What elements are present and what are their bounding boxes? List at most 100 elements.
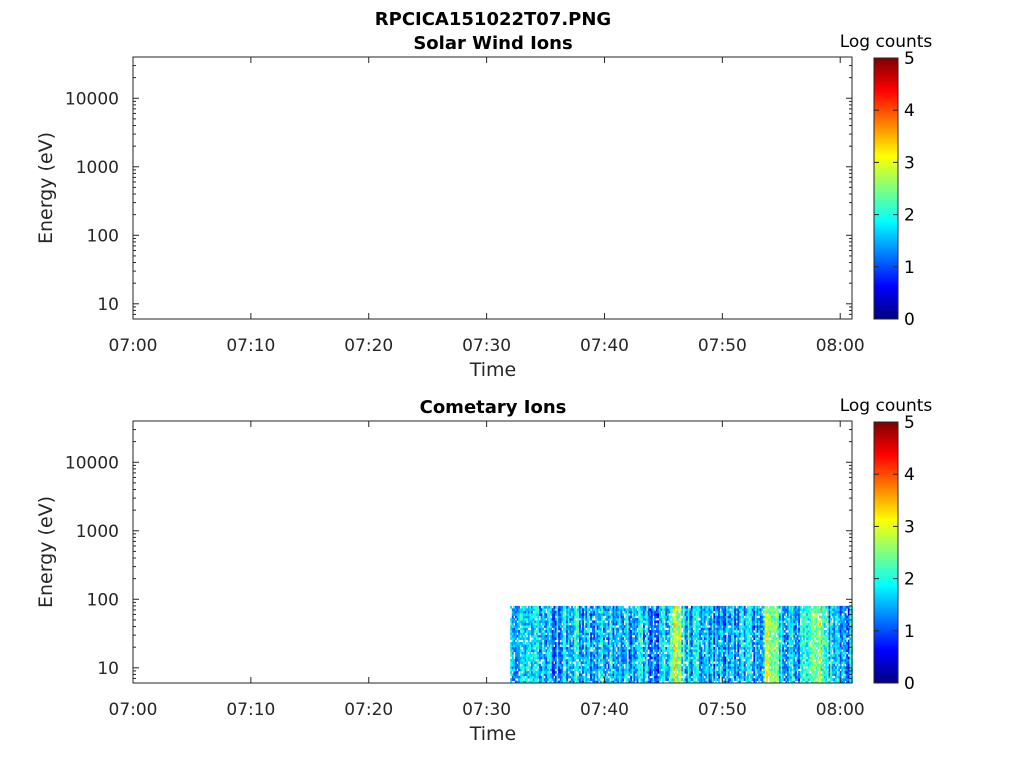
heatmap-cell xyxy=(686,634,689,638)
heatmap-cell xyxy=(526,646,529,650)
heatmap-cell xyxy=(660,620,663,624)
heatmap-cell xyxy=(770,622,773,626)
heatmap-cell xyxy=(734,670,737,674)
heatmap-cell xyxy=(644,622,647,626)
heatmap-cell xyxy=(583,663,586,667)
heatmap-cell xyxy=(633,668,636,672)
heatmap-cell xyxy=(530,661,533,665)
heatmap-cell xyxy=(737,637,740,640)
heatmap-cell xyxy=(748,620,751,624)
heatmap-cell xyxy=(590,666,593,669)
heatmap-cell xyxy=(580,656,583,660)
heatmap-cell xyxy=(716,663,719,667)
heatmap-cell xyxy=(751,613,754,616)
heatmap-cell xyxy=(734,634,737,638)
heatmap-cell xyxy=(662,668,665,672)
heatmap-cell xyxy=(706,620,709,624)
heatmap-cell xyxy=(583,608,586,612)
heatmap-cell xyxy=(666,642,669,645)
heatmap-cell xyxy=(668,651,671,655)
heatmap-cell xyxy=(758,642,761,645)
heatmap-cell xyxy=(532,642,535,645)
heatmap-cell xyxy=(591,680,594,684)
heatmap-cell xyxy=(617,675,620,679)
heatmap-cell xyxy=(588,666,591,669)
heatmap-cell xyxy=(703,634,706,638)
heatmap-cell xyxy=(647,630,650,633)
heatmap-cell xyxy=(540,656,543,660)
heatmap-cell xyxy=(558,620,561,624)
heatmap-cell xyxy=(514,627,517,631)
heatmap-cell xyxy=(766,627,769,631)
heatmap-cell xyxy=(718,625,721,628)
heatmap-cell xyxy=(682,608,685,612)
heatmap-cell xyxy=(654,630,657,633)
heatmap-cell xyxy=(674,627,677,631)
heatmap-cell xyxy=(737,644,740,648)
heatmap-cell xyxy=(759,644,762,648)
heatmap-cell xyxy=(710,634,713,638)
heatmap-cell xyxy=(548,605,551,609)
heatmap-cell xyxy=(679,617,682,621)
heatmap-cell xyxy=(601,630,604,633)
heatmap-cell xyxy=(570,605,573,609)
heatmap-cell xyxy=(743,644,746,648)
heatmap-cell xyxy=(716,654,719,657)
heatmap-cell xyxy=(639,620,642,624)
heatmap-cell xyxy=(638,634,641,638)
x-tick-label: 07:30 xyxy=(462,336,511,356)
heatmap-cell xyxy=(679,658,682,662)
heatmap-cell xyxy=(689,637,692,640)
heatmap-cell xyxy=(774,678,777,681)
heatmap-cell xyxy=(558,675,561,679)
heatmap-cell xyxy=(772,644,775,648)
heatmap-cell xyxy=(559,622,562,626)
heatmap-cell xyxy=(609,630,612,633)
heatmap-cell xyxy=(546,613,549,616)
heatmap-cell xyxy=(745,637,748,640)
heatmap-cell xyxy=(729,673,732,677)
heatmap-cell xyxy=(612,646,615,650)
heatmap-cell xyxy=(727,675,730,679)
heatmap-cell xyxy=(550,637,553,640)
heatmap-cell xyxy=(569,608,572,612)
heatmap-cell xyxy=(551,639,554,643)
heatmap-cell xyxy=(706,610,709,614)
heatmap-cell xyxy=(526,661,529,665)
heatmap-cell xyxy=(618,608,621,612)
heatmap-cell xyxy=(783,678,786,681)
heatmap-cell xyxy=(758,670,761,674)
heatmap-cell xyxy=(769,610,772,614)
heatmap-cell xyxy=(513,625,516,628)
heatmap-cell xyxy=(743,678,746,681)
heatmap-cell xyxy=(730,644,733,648)
heatmap-cell xyxy=(583,661,586,665)
heatmap-cell xyxy=(713,632,716,636)
heatmap-cell xyxy=(598,666,601,669)
heatmap-cell xyxy=(734,622,737,626)
heatmap-cell xyxy=(575,634,578,638)
heatmap-cell xyxy=(756,634,759,638)
heatmap-cell xyxy=(671,639,674,643)
heatmap-cell xyxy=(641,651,644,655)
heatmap-cell xyxy=(714,666,717,669)
heatmap-cell xyxy=(751,610,754,614)
heatmap-cell xyxy=(638,658,641,662)
heatmap-cell xyxy=(527,625,530,628)
heatmap-cell xyxy=(714,678,717,681)
heatmap-cell xyxy=(625,668,628,672)
heatmap-cell xyxy=(622,661,625,665)
heatmap-cell xyxy=(729,680,732,684)
heatmap-cell xyxy=(668,617,671,621)
heatmap-cell xyxy=(623,649,626,652)
heatmap-cell xyxy=(732,617,735,621)
heatmap-cell xyxy=(610,668,613,672)
heatmap-cell xyxy=(754,620,757,624)
heatmap-cell xyxy=(550,627,553,631)
heatmap-cell xyxy=(700,610,703,614)
heatmap-cell xyxy=(746,644,749,648)
heatmap-cell xyxy=(726,617,729,621)
heatmap-cell xyxy=(633,613,636,616)
heatmap-cell xyxy=(636,675,639,679)
heatmap-cell xyxy=(684,610,687,614)
